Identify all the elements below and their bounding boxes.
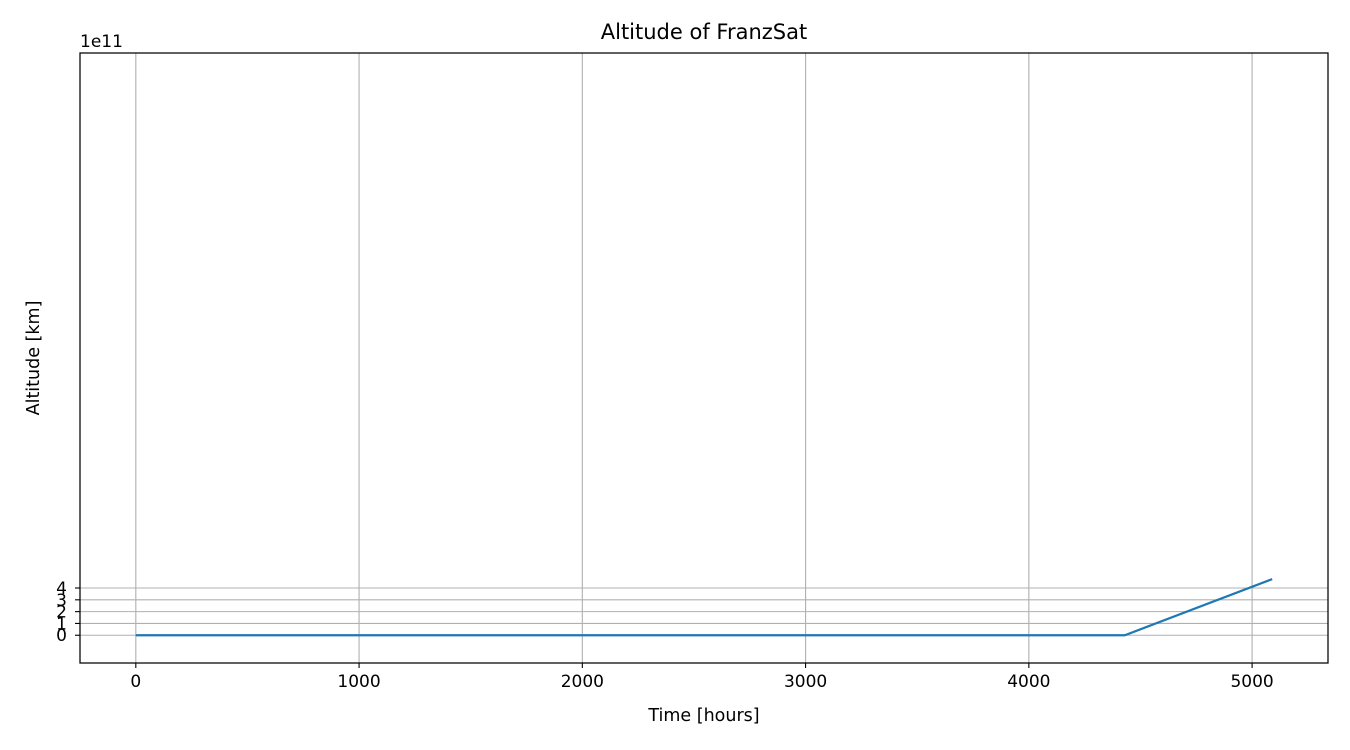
- series-layer: [135, 578, 1273, 637]
- y-tick-label: 3: [56, 591, 67, 611]
- x-tick-label: 4000: [1007, 672, 1050, 692]
- y-tick-label: 4: [56, 579, 67, 599]
- x-tick-label: 2000: [561, 672, 604, 692]
- y-tick-label: 1: [56, 614, 67, 634]
- x-tick-label: 5000: [1230, 672, 1273, 692]
- altitude-series-line: [135, 578, 1273, 637]
- x-tick-label: 1000: [337, 672, 380, 692]
- y-tick-label: 2: [56, 603, 67, 623]
- x-tick-label: 0: [130, 672, 141, 692]
- y-axis-label: Altitude [km]: [24, 301, 44, 416]
- axes-frame: [79, 52, 1329, 664]
- y-axis-offset-label: 1e11: [80, 32, 123, 52]
- x-tick-label: 3000: [784, 672, 827, 692]
- chart-title: Altitude of FranzSat: [601, 20, 807, 44]
- x-axis-label: Time [hours]: [647, 706, 759, 726]
- y-tick-label: 0: [56, 626, 67, 646]
